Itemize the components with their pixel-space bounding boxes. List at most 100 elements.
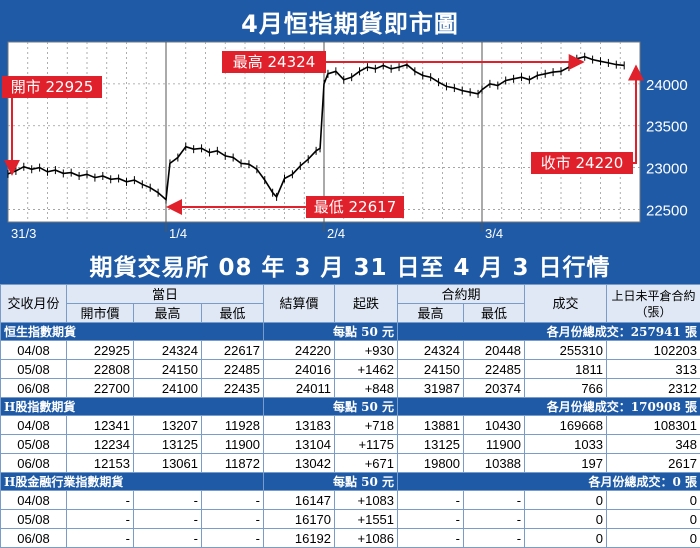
table-cell: 10430 bbox=[464, 416, 525, 435]
header-open: 開市價 bbox=[67, 304, 134, 323]
table-cell: +1083 bbox=[335, 491, 398, 510]
table-cell: - bbox=[134, 510, 202, 529]
table-cell: 16170 bbox=[264, 510, 335, 529]
table-cell: 10388 bbox=[464, 454, 525, 473]
section-unit: 每點 50 元 bbox=[264, 323, 398, 341]
section-row: H股指數期貨每點 50 元各月份總成交：170908 張 bbox=[1, 398, 700, 416]
table-cell: 22808 bbox=[67, 360, 134, 379]
table-cell: 0 bbox=[607, 491, 700, 510]
table-cell: 0 bbox=[525, 491, 607, 510]
header-contract-high: 最高 bbox=[398, 304, 464, 323]
table-cell: 24011 bbox=[264, 379, 335, 398]
section-unit: 每點 50 元 bbox=[264, 473, 398, 491]
table-cell: 22485 bbox=[464, 360, 525, 379]
table-cell: 197 bbox=[525, 454, 607, 473]
table-cell: 13207 bbox=[134, 416, 202, 435]
table-cell: 22925 bbox=[67, 341, 134, 360]
table-title: 期貨交易所 08 年 3 月 31 日至 4 月 3 日行情 bbox=[0, 252, 700, 284]
table-cell: 31987 bbox=[398, 379, 464, 398]
table-cell: 24324 bbox=[134, 341, 202, 360]
table-cell: 06/08 bbox=[1, 529, 67, 548]
table-cell: - bbox=[464, 510, 525, 529]
table-cell: - bbox=[202, 529, 264, 548]
header-month: 交收月份 bbox=[1, 285, 67, 323]
table-cell: 24220 bbox=[264, 341, 335, 360]
x-tick-label: 31/3 bbox=[11, 226, 36, 241]
table-cell: 24150 bbox=[398, 360, 464, 379]
header-volume: 成交 bbox=[525, 285, 607, 323]
table-cell: 16192 bbox=[264, 529, 335, 548]
table-cell: +930 bbox=[335, 341, 398, 360]
table-cell: 12153 bbox=[67, 454, 134, 473]
table-cell: - bbox=[398, 491, 464, 510]
table-cell: 20374 bbox=[464, 379, 525, 398]
section-total: 各月份總成交：0 張 bbox=[398, 473, 700, 491]
table-cell: 05/08 bbox=[1, 360, 67, 379]
table-cell: 0 bbox=[607, 529, 700, 548]
table-cell: +1462 bbox=[335, 360, 398, 379]
section-name: H股指數期貨 bbox=[1, 398, 264, 416]
section-row: H股金融行業指數期貨每點 50 元各月份總成交：0 張 bbox=[1, 473, 700, 491]
header-settle: 結算價 bbox=[264, 285, 335, 323]
annotation-label: 收市 24220 bbox=[541, 154, 624, 172]
header-contract-low: 最低 bbox=[464, 304, 525, 323]
table-cell: 13061 bbox=[134, 454, 202, 473]
table-cell: 11872 bbox=[202, 454, 264, 473]
table-cell: 766 bbox=[525, 379, 607, 398]
table-cell: 348 bbox=[607, 435, 700, 454]
table-cell: 24324 bbox=[398, 341, 464, 360]
table-cell: - bbox=[134, 491, 202, 510]
table-cell: 0 bbox=[525, 529, 607, 548]
table-cell: 13125 bbox=[398, 435, 464, 454]
table-cell: 1033 bbox=[525, 435, 607, 454]
table-cell: +848 bbox=[335, 379, 398, 398]
chart-title: 4月恒指期貨即市圖 bbox=[0, 4, 700, 39]
table-cell: 16147 bbox=[264, 491, 335, 510]
table-cell: 22700 bbox=[67, 379, 134, 398]
x-tick-label: 3/4 bbox=[485, 226, 503, 241]
table-cell: 255310 bbox=[525, 341, 607, 360]
table-cell: 05/08 bbox=[1, 510, 67, 529]
table-cell: +718 bbox=[335, 416, 398, 435]
table-cell: - bbox=[398, 529, 464, 548]
table-cell: 0 bbox=[525, 510, 607, 529]
table-cell: 2617 bbox=[607, 454, 700, 473]
table-cell: 12341 bbox=[67, 416, 134, 435]
table-cell: +1551 bbox=[335, 510, 398, 529]
table-cell: 12234 bbox=[67, 435, 134, 454]
table-cell: 11928 bbox=[202, 416, 264, 435]
table-cell: 24150 bbox=[134, 360, 202, 379]
table-cell: 04/08 bbox=[1, 341, 67, 360]
table-cell: 13183 bbox=[264, 416, 335, 435]
y-tick-label: 23000 bbox=[646, 161, 688, 178]
table-cell: 20448 bbox=[464, 341, 525, 360]
table-cell: +1086 bbox=[335, 529, 398, 548]
table-cell: 13104 bbox=[264, 435, 335, 454]
table-cell: 0 bbox=[607, 510, 700, 529]
header-contract: 合約期 bbox=[398, 285, 525, 304]
y-tick-label: 22500 bbox=[646, 202, 688, 219]
table-cell: - bbox=[464, 529, 525, 548]
section-total: 各月份總成交：257941 張 bbox=[398, 323, 700, 341]
table-cell: 22485 bbox=[202, 360, 264, 379]
header-high: 最高 bbox=[134, 304, 202, 323]
table-cell: +671 bbox=[335, 454, 398, 473]
annotation-label: 開市 22925 bbox=[11, 78, 94, 96]
y-tick-label: 24000 bbox=[646, 77, 688, 94]
table-cell: 24016 bbox=[264, 360, 335, 379]
table-cell: - bbox=[134, 529, 202, 548]
table-cell: - bbox=[67, 491, 134, 510]
futures-table: 交收月份 當日 結算價 起跌 合約期 成交 上日未平倉合約（張） 開市價 最高 … bbox=[0, 284, 700, 548]
table-cell: 04/08 bbox=[1, 491, 67, 510]
table-cell: 04/08 bbox=[1, 416, 67, 435]
table-cell: 1811 bbox=[525, 360, 607, 379]
table-cell: - bbox=[67, 510, 134, 529]
